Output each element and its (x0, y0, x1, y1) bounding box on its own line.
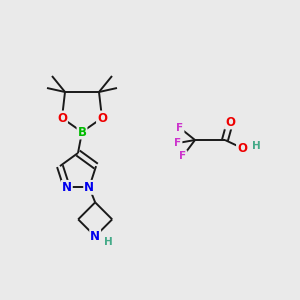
Text: N: N (84, 181, 94, 194)
Text: O: O (225, 116, 235, 128)
Text: F: F (176, 123, 184, 133)
Text: F: F (179, 151, 187, 161)
Text: H: H (252, 141, 261, 151)
Text: N: N (62, 181, 72, 194)
Text: N: N (90, 230, 100, 243)
Text: B: B (77, 125, 86, 139)
Text: H: H (104, 237, 113, 248)
Text: O: O (97, 112, 107, 124)
Text: F: F (174, 138, 182, 148)
Text: O: O (237, 142, 247, 154)
Text: O: O (57, 112, 67, 124)
